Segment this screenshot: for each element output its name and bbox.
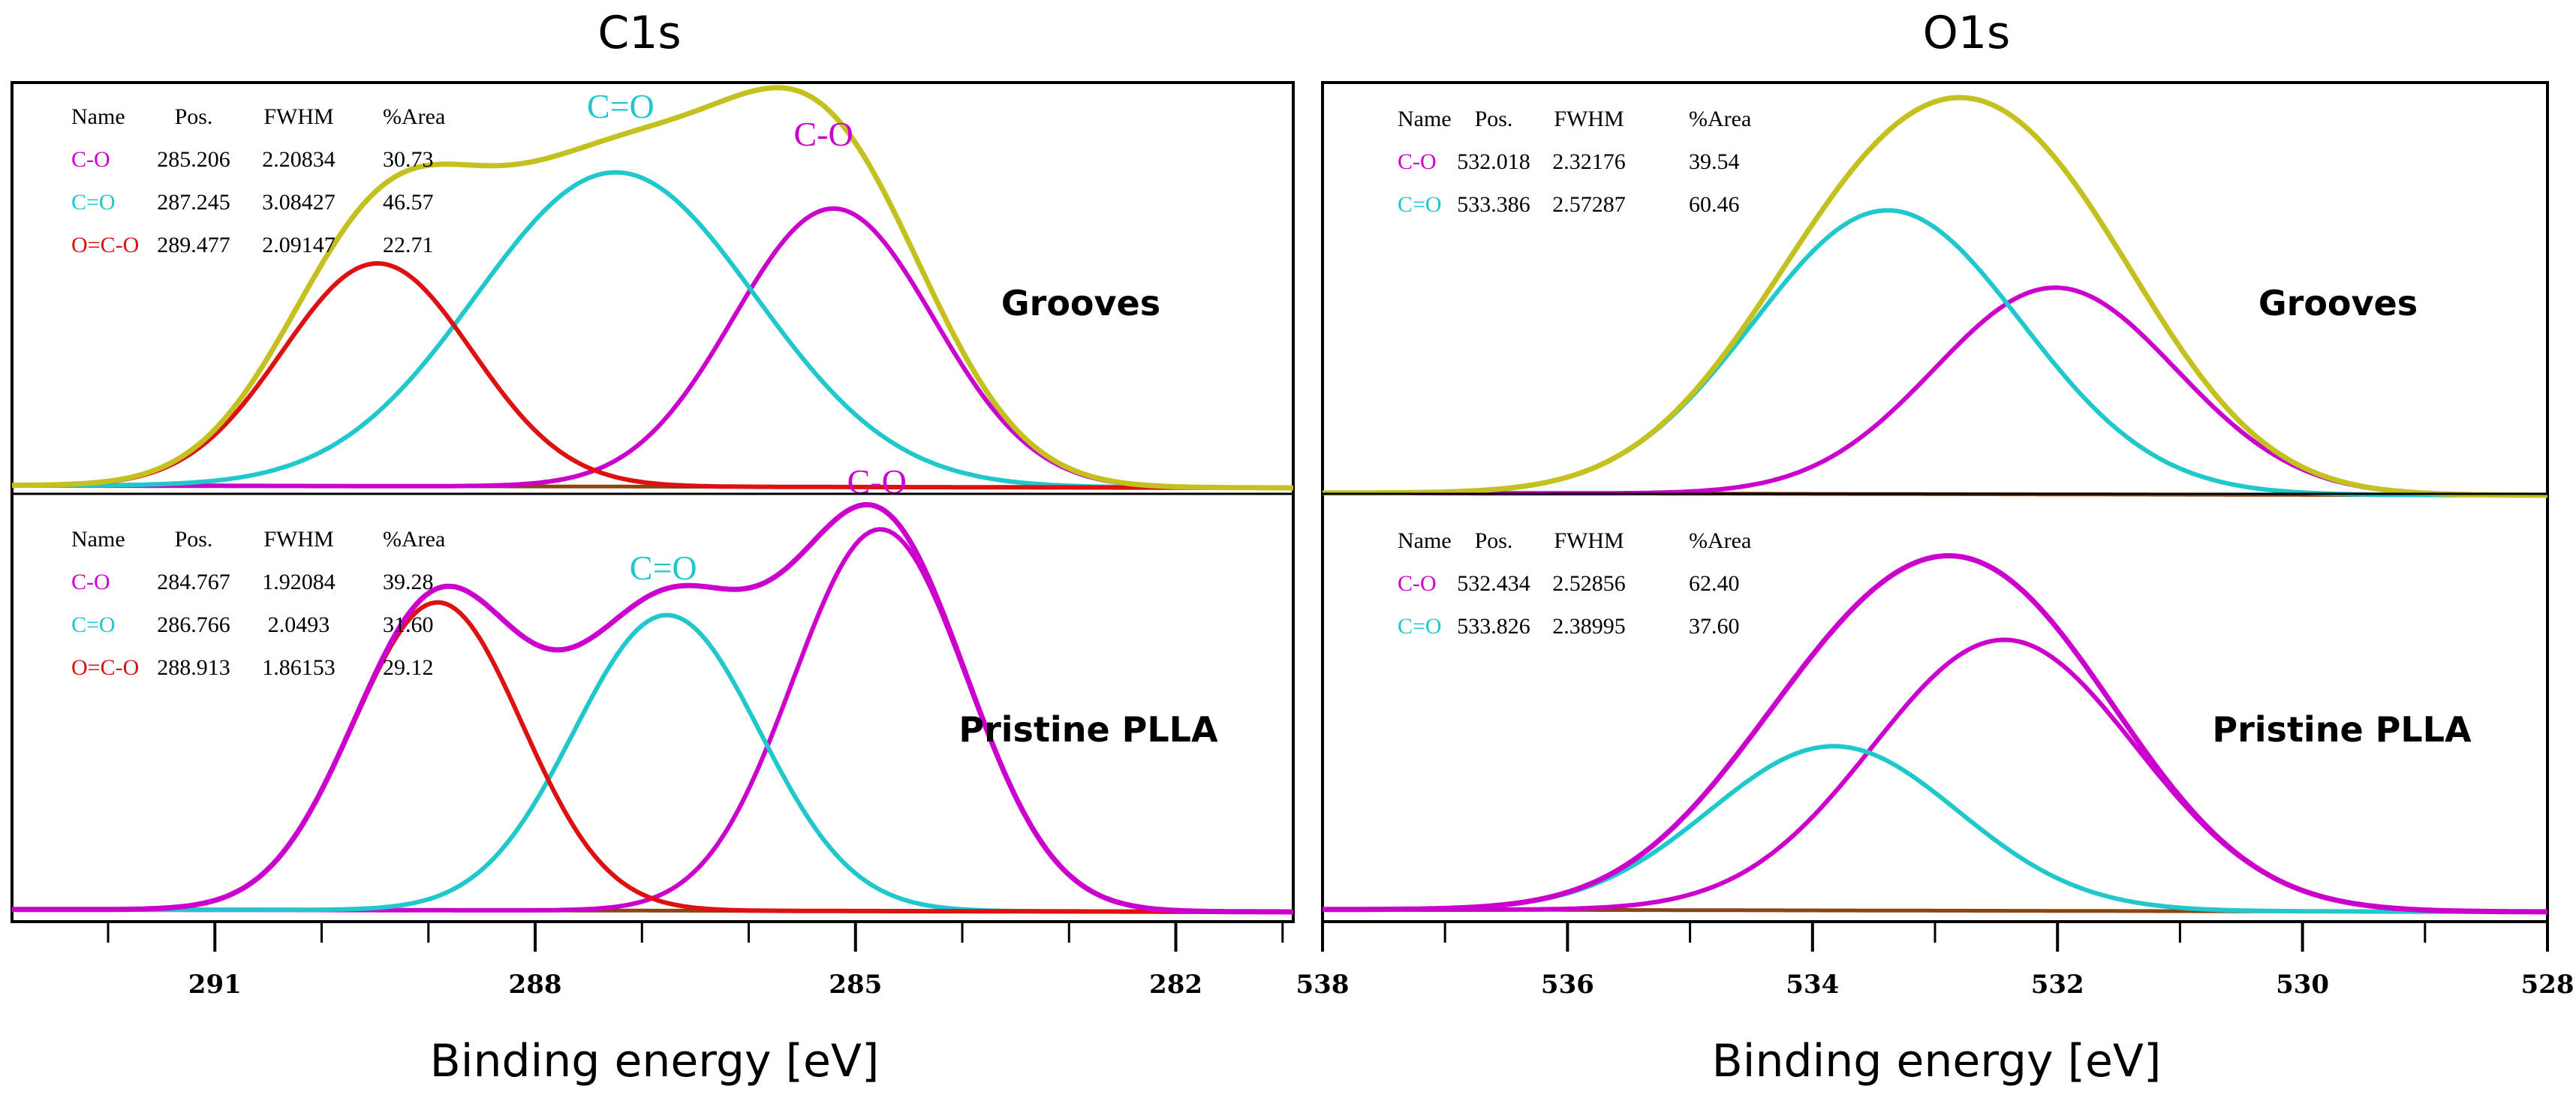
c1s-panel1-table-row0-area: 39.28: [383, 570, 434, 594]
o1s-panel0-table-header-pos: Pos.: [1475, 107, 1513, 131]
c1s-tick-label-1: 288: [509, 970, 562, 1000]
o1s-tick-label-2: 534: [1786, 970, 1839, 1000]
o1s-tick-label-5: 528: [2521, 970, 2574, 1000]
c1s-panel0-table-row1-fwhm: 3.08427: [262, 190, 336, 215]
c1s-panel1-table-row1-name: C=O: [71, 612, 116, 637]
c1s-frame: [11, 81, 1295, 923]
o1s-panel0-envelope: [1323, 95, 2547, 498]
c1s-panel0-table-row1-name: C=O: [71, 190, 116, 215]
o1s-panel0-table-row1-pos: 533.386: [1457, 192, 1530, 217]
c1s-panel0-annotation-0: C=O: [587, 87, 655, 125]
o1s-panel0-table-row0-fwhm: 2.32176: [1552, 149, 1626, 174]
c1s-panel0-table-row2-name: O=C-O: [71, 233, 139, 257]
o1s-panel0-table-row0-pos: 532.018: [1457, 149, 1530, 174]
o1s-panel1-table-header-area: %Area: [1689, 528, 1751, 553]
c1s-panel0-table-row2-area: 22.71: [383, 233, 434, 257]
c1s-panel0-envelope: [12, 85, 1293, 491]
o1s-panel0-sample-label: Grooves: [2259, 283, 2418, 323]
c1s-panel0-table-row1-pos: 287.245: [157, 190, 230, 215]
c1s-panel0-table-row0-fwhm: 2.20834: [262, 147, 336, 172]
o1s-tick-label-3: 532: [2031, 970, 2084, 1000]
c1s-panel1-table-row1-area: 31.60: [383, 612, 434, 637]
o1s-panel0-table-row0-name: C-O: [1398, 149, 1437, 174]
c1s-panel0-table-row0-area: 30.73: [383, 147, 434, 172]
o1s-panel1-table-row0-name: C-O: [1398, 571, 1437, 596]
c1s-panel1-table-row2-area: 29.12: [383, 655, 434, 680]
o1s-title: O1s: [1923, 7, 2011, 59]
o1s-panel1-table-row0-pos: 532.434: [1457, 571, 1530, 596]
c1s-panel0-sample-label: Grooves: [1001, 283, 1160, 323]
c1s-panel0-table-header-area: %Area: [383, 104, 445, 129]
o1s-panel0-table-header-area: %Area: [1689, 107, 1751, 131]
o1s-panel0-table-row1-fwhm: 2.57287: [1552, 192, 1626, 217]
c1s-panel1-annotation-0: C=O: [630, 549, 697, 587]
c1s-panel1-sample-label: Pristine PLLA: [958, 709, 1218, 750]
c1s-panel1-table-header-fwhm: FWHM: [263, 527, 333, 552]
c1s-panel0-table-row1-area: 46.57: [383, 190, 434, 215]
o1s-panel0-table-row1-area: 60.46: [1689, 192, 1740, 217]
c1s-title: C1s: [597, 7, 681, 59]
o1s-tick-label-1: 536: [1541, 970, 1594, 1000]
c1s-panel1-peak-oco: [12, 600, 1293, 914]
o1s-tick-label-4: 530: [2276, 970, 2329, 1000]
o1s-panel1-peak-co: [1323, 637, 2547, 914]
o1s-panel1-table-row1-fwhm: 2.38995: [1552, 614, 1626, 639]
o1s-tick-label-0: 538: [1296, 970, 1350, 1000]
c1s-panel0-table-row0-name: C-O: [71, 147, 110, 172]
c1s-panel1-envelope: [12, 501, 1293, 915]
c1s-panel1-table-row2-fwhm: 1.86153: [262, 655, 336, 680]
c1s-panel1-table-row0-name: C-O: [71, 570, 110, 594]
c1s-panel0-table-row2-pos: 289.477: [157, 233, 230, 257]
o1s-panel0-table-row0-area: 39.54: [1689, 149, 1740, 174]
o1s-panel1-peak-co: [1323, 744, 2547, 914]
c1s-panel1-table-row0-fwhm: 1.92084: [262, 570, 336, 594]
o1s-panel0-table-header-name: Name: [1398, 107, 1452, 131]
c1s-panel0-table-header-fwhm: FWHM: [263, 104, 333, 129]
o1s-panel0-table-header-fwhm: FWHM: [1554, 107, 1624, 131]
o1s-panel1-table-row1-area: 37.60: [1689, 614, 1740, 639]
c1s-panel0-peak-oco: [12, 260, 1293, 490]
o1s-panel1-table-header-name: Name: [1398, 528, 1452, 553]
c1s-panel1-table-header-area: %Area: [383, 527, 445, 552]
c1s-panel0-table-row0-pos: 285.206: [157, 147, 230, 172]
c1s-xlabel: Binding energy [eV]: [430, 1035, 880, 1087]
o1s-panel1-table-row1-pos: 533.826: [1457, 614, 1530, 639]
c1s-panel1-table-row2-name: O=C-O: [71, 655, 139, 680]
o1s-panel1-table-header-fwhm: FWHM: [1554, 528, 1624, 553]
o1s-panel1-table-row1-name: C=O: [1398, 614, 1442, 639]
c1s-tick-label-2: 285: [829, 970, 882, 1000]
o1s-panel1-table-header-pos: Pos.: [1475, 528, 1513, 553]
o1s-panel0-table-row1-name: C=O: [1398, 192, 1442, 217]
o1s-panel1-envelope: [1323, 552, 2547, 915]
o1s-panel1-sample-label: Pristine PLLA: [2212, 709, 2472, 750]
c1s-panel0-table-header-pos: Pos.: [175, 104, 213, 129]
c1s-panel0-annotation-1: C-O: [793, 115, 853, 153]
c1s-tick-label-3: 282: [1149, 970, 1202, 1000]
c1s-panel1-table-row2-pos: 288.913: [157, 655, 230, 680]
o1s-panel1-table-row0-area: 62.40: [1689, 571, 1740, 596]
c1s-tick-label-0: 291: [188, 970, 242, 1000]
plot-layer: C=O C-O Name Pos. FWHM %Area C-O 285.206 2.20834…: [12, 85, 2574, 1000]
c1s-panel0-table-row2-fwhm: 2.09147: [262, 233, 336, 257]
o1s-panel0-peak-co: [1323, 208, 2547, 498]
o1s-xlabel: Binding energy [eV]: [1712, 1035, 2162, 1087]
c1s-panel1-table-header-name: Name: [71, 527, 125, 552]
c1s-panel1-table-row1-pos: 286.766: [157, 612, 230, 637]
c1s-panel1-table-row0-pos: 284.767: [157, 570, 230, 594]
c1s-panel0-table-header-name: Name: [71, 104, 125, 129]
o1s-panel1-table-row0-fwhm: 2.52856: [1552, 571, 1626, 596]
c1s-panel1-table-header-pos: Pos.: [175, 527, 213, 552]
c1s-panel1-table-row1-fwhm: 2.0493: [268, 612, 330, 637]
